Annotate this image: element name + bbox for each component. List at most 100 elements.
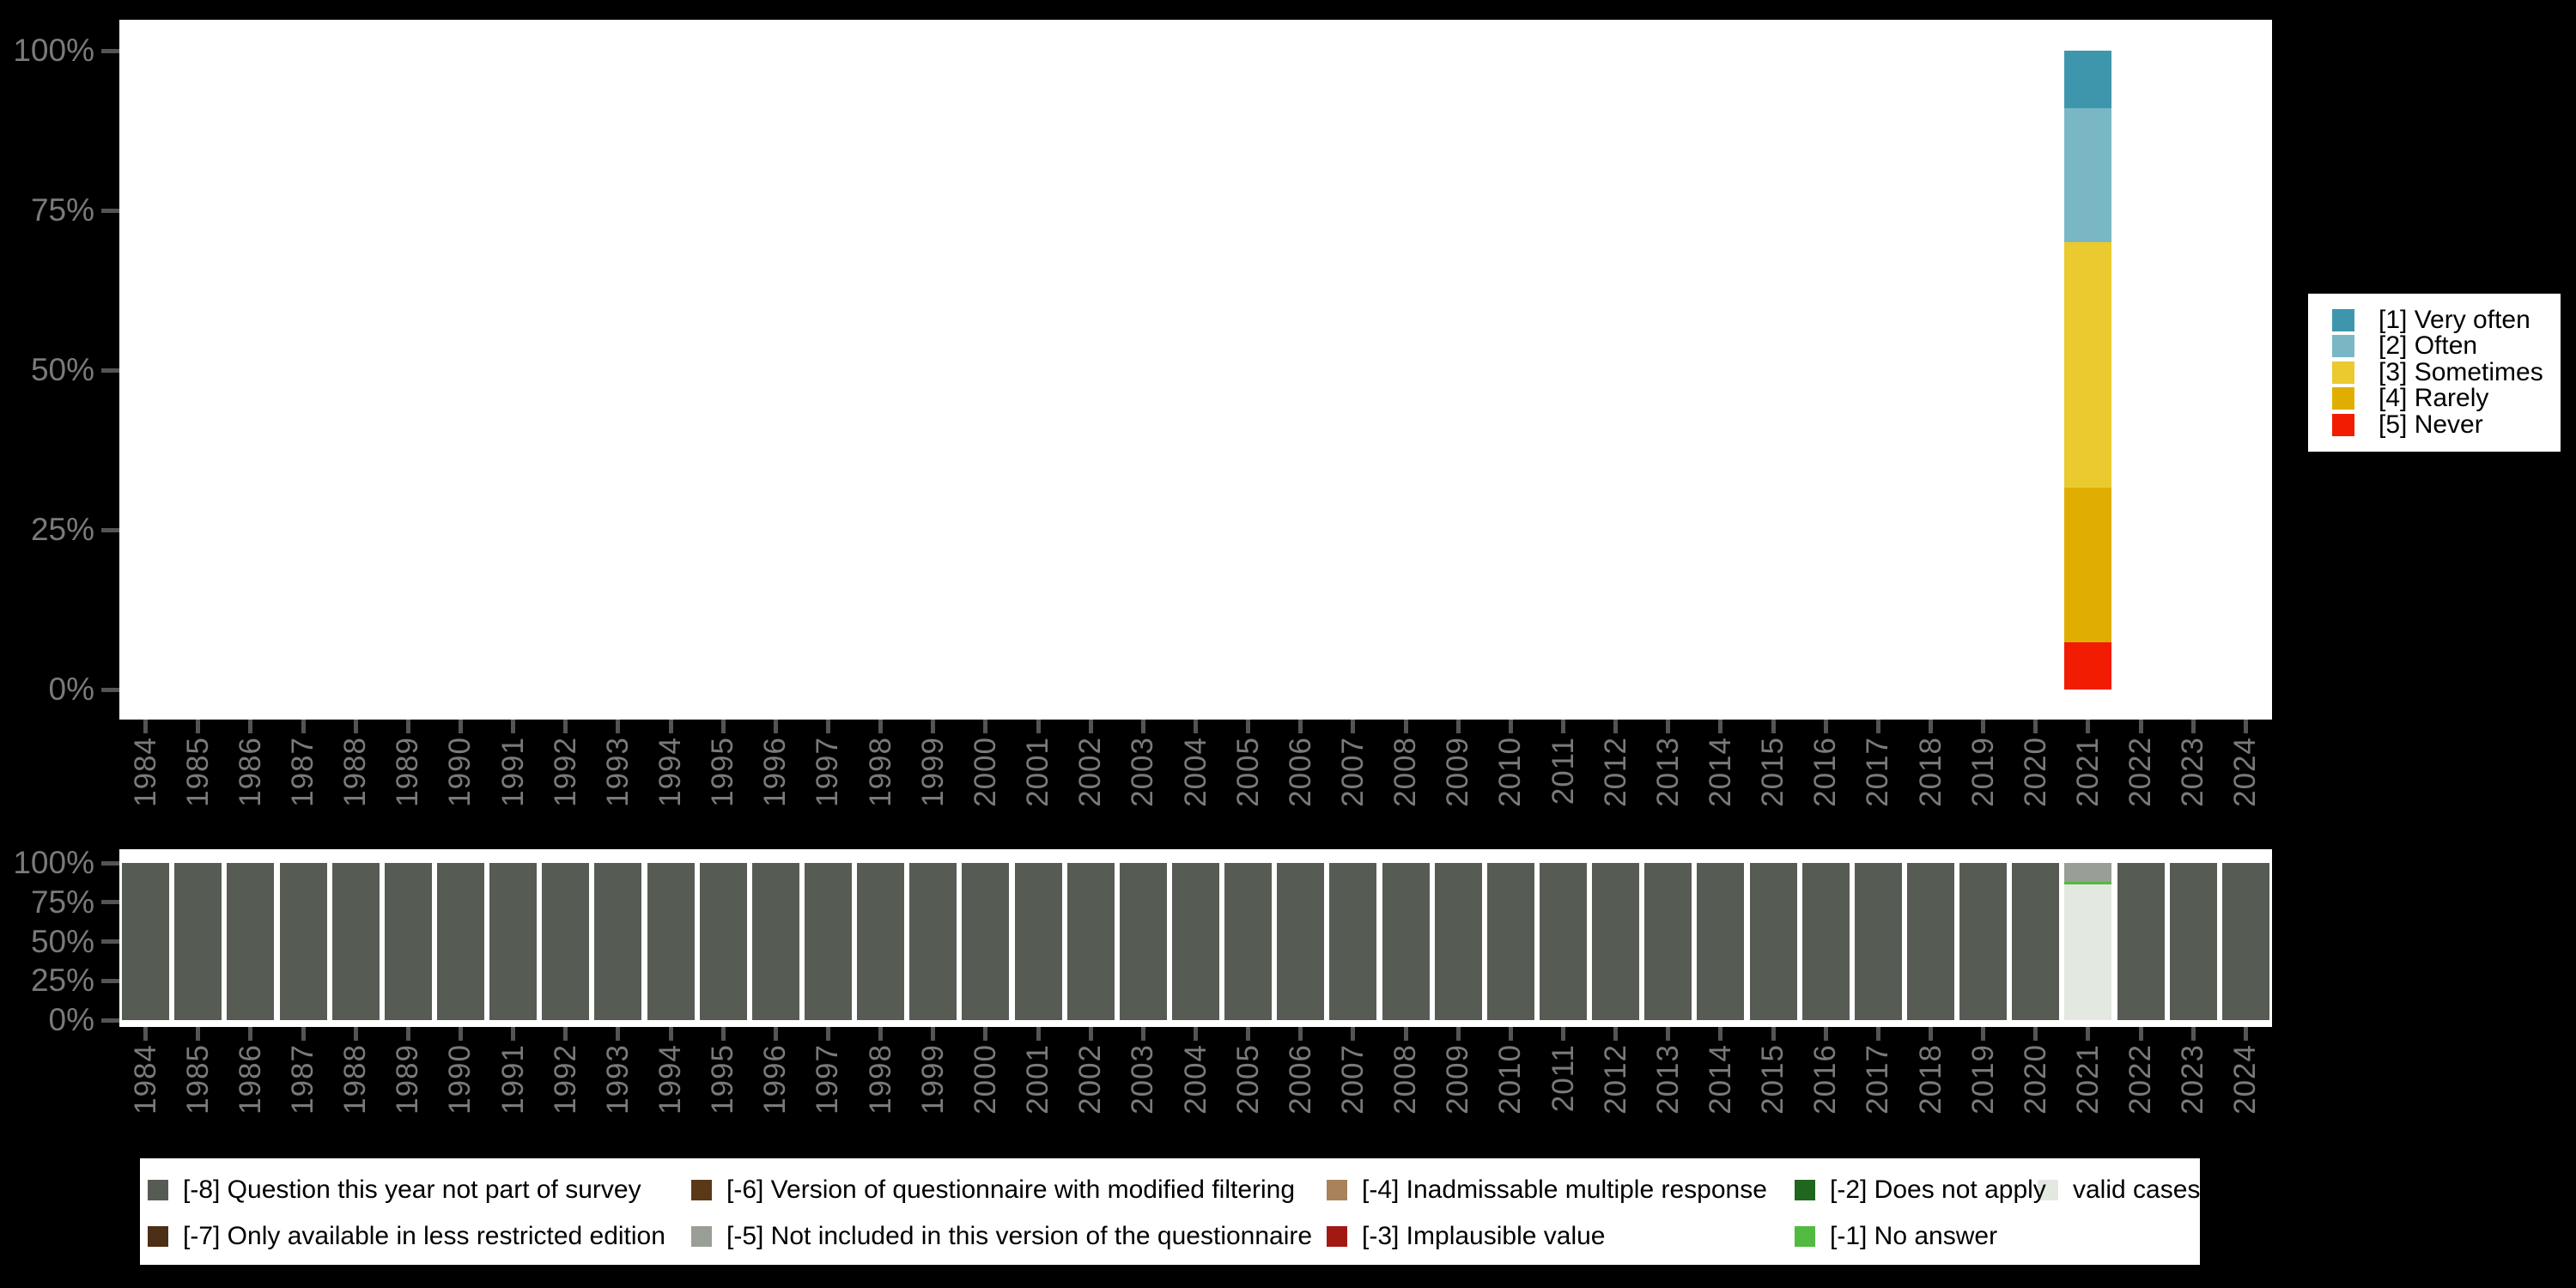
x-axis-year-label: 1999 xyxy=(915,737,950,807)
legend-swatch-icon xyxy=(2332,361,2354,384)
x-axis-year-label: 2021 xyxy=(2070,1044,2105,1115)
x-axis-year-label: 1988 xyxy=(338,737,373,807)
x-axis-tick xyxy=(1246,720,1251,733)
x-axis-year-label: 2006 xyxy=(1283,1044,1317,1115)
x-axis-year-label: 2016 xyxy=(1808,737,1843,807)
bar-segment-2021 xyxy=(2064,884,2112,1020)
x-axis-year-label: 2000 xyxy=(968,1044,1002,1115)
y-axis-tick xyxy=(101,368,119,373)
x-axis-year-label: 1990 xyxy=(443,737,477,807)
x-axis-year-label: 2012 xyxy=(1598,737,1632,807)
x-axis-year-label: 2020 xyxy=(2018,737,2052,807)
x-axis-year-label: 1993 xyxy=(600,1044,635,1115)
legend-label: [-2] Does not apply xyxy=(1830,1176,2046,1204)
x-axis-year-label: 1998 xyxy=(863,1044,897,1115)
y-axis-label: 100% xyxy=(13,845,94,880)
x-axis-year-label: 2021 xyxy=(2070,737,2105,807)
bar-segment-2019 xyxy=(1959,863,2008,1020)
legend-swatch-icon xyxy=(1327,1226,1347,1247)
x-axis-year-label: 2001 xyxy=(1021,737,1055,807)
legend-label: [-3] Implausible value xyxy=(1362,1222,1606,1250)
x-axis-year-label: 2019 xyxy=(1965,737,2000,807)
bar-segment-1999 xyxy=(909,863,957,1020)
x-axis-year-label: 2008 xyxy=(1388,737,1423,807)
y-axis-label: 75% xyxy=(30,884,94,920)
x-axis-year-label: 1985 xyxy=(180,737,215,807)
x-axis-tick xyxy=(1823,1027,1828,1041)
response-legend-item: [2] Often xyxy=(2308,333,2561,359)
x-axis-tick xyxy=(2243,720,2248,733)
x-axis-year-label: 1991 xyxy=(495,1044,530,1115)
bar-segment-2000 xyxy=(962,863,1010,1020)
x-axis-tick xyxy=(1036,1027,1041,1041)
x-axis-tick xyxy=(773,1027,778,1041)
x-axis-tick xyxy=(511,1027,516,1041)
y-axis-tick xyxy=(101,48,119,53)
y-axis-tick xyxy=(101,1018,119,1023)
x-axis-year-label: 2009 xyxy=(1441,1044,1475,1115)
x-axis-year-label: 2014 xyxy=(1703,737,1737,807)
x-axis-tick xyxy=(353,720,358,733)
x-axis-tick xyxy=(931,1027,936,1041)
x-axis-year-label: 2004 xyxy=(1178,1044,1212,1115)
x-axis-year-label: 2016 xyxy=(1808,1044,1843,1115)
x-axis-tick xyxy=(563,1027,568,1041)
bar-segment-2010 xyxy=(1486,863,1534,1020)
bar-segment-2012 xyxy=(1592,863,1640,1020)
x-axis-year-label: 2024 xyxy=(2228,737,2263,807)
legend-swatch-icon xyxy=(1795,1226,1815,1247)
x-axis-tick xyxy=(825,720,830,733)
x-axis-year-label: 1988 xyxy=(338,1044,373,1115)
x-axis-year-label: 2022 xyxy=(2123,1044,2158,1115)
y-axis-label: 0% xyxy=(48,671,94,707)
x-axis-tick xyxy=(1351,720,1356,733)
bar-segment-1988 xyxy=(331,863,380,1020)
x-axis-year-label: 1998 xyxy=(863,737,897,807)
x-axis-tick xyxy=(878,1027,884,1041)
bar-segment-2021 xyxy=(2064,487,2112,642)
bar-segment-2021 xyxy=(2064,881,2112,884)
x-axis-year-label: 2017 xyxy=(1861,737,1895,807)
x-axis-year-label: 2003 xyxy=(1126,1044,1160,1115)
bar-segment-2020 xyxy=(2012,863,2060,1020)
bar-segment-2015 xyxy=(1749,863,1797,1020)
bar-segment-2011 xyxy=(1540,863,1588,1020)
x-axis-tick xyxy=(1403,1027,1408,1041)
x-axis-tick xyxy=(1455,720,1461,733)
missing-legend-item: [-1] No answer xyxy=(1795,1222,1997,1250)
bar-segment-2022 xyxy=(2117,863,2165,1020)
x-axis-tick xyxy=(1246,1027,1251,1041)
x-axis-tick xyxy=(1298,1027,1303,1041)
bar-segment-1991 xyxy=(489,863,538,1020)
x-axis-tick xyxy=(1929,720,1934,733)
bar-segment-2004 xyxy=(1172,863,1219,1020)
x-axis-year-label: 1992 xyxy=(548,1044,582,1115)
missing-legend-item: [-6] Version of questionnaire with modif… xyxy=(691,1176,1295,1204)
legend-swatch-icon xyxy=(148,1226,168,1247)
x-axis-year-label: 1986 xyxy=(233,737,267,807)
legend-swatch-icon xyxy=(2332,413,2354,436)
y-axis-label: 50% xyxy=(30,923,94,959)
x-axis-year-label: 2022 xyxy=(2123,737,2158,807)
x-axis-tick xyxy=(196,720,201,733)
x-axis-tick xyxy=(1194,1027,1198,1041)
bar-segment-2013 xyxy=(1644,863,1692,1020)
bar-segment-1987 xyxy=(279,863,327,1020)
x-axis-tick xyxy=(878,720,884,733)
bar-segment-1995 xyxy=(699,863,747,1020)
y-axis-label: 0% xyxy=(48,1002,94,1037)
bar-segment-2002 xyxy=(1066,863,1115,1020)
x-axis-year-label: 2012 xyxy=(1598,1044,1632,1115)
bar-segment-1985 xyxy=(174,863,222,1020)
x-axis-year-label: 1997 xyxy=(811,737,845,807)
x-axis-year-label: 1997 xyxy=(811,1044,845,1115)
bar-segment-2021 xyxy=(2064,242,2112,488)
response-legend-item: [4] Rarely xyxy=(2308,386,2561,411)
x-axis-year-label: 2019 xyxy=(1965,1044,2000,1115)
x-axis-tick xyxy=(1875,1027,1880,1041)
y-axis-tick xyxy=(101,860,119,866)
response-legend-item: [5] Never xyxy=(2308,411,2561,437)
x-axis-year-label: 2015 xyxy=(1756,737,1790,807)
x-axis-year-label: 2013 xyxy=(1650,737,1685,807)
x-axis-tick xyxy=(1771,1027,1776,1041)
